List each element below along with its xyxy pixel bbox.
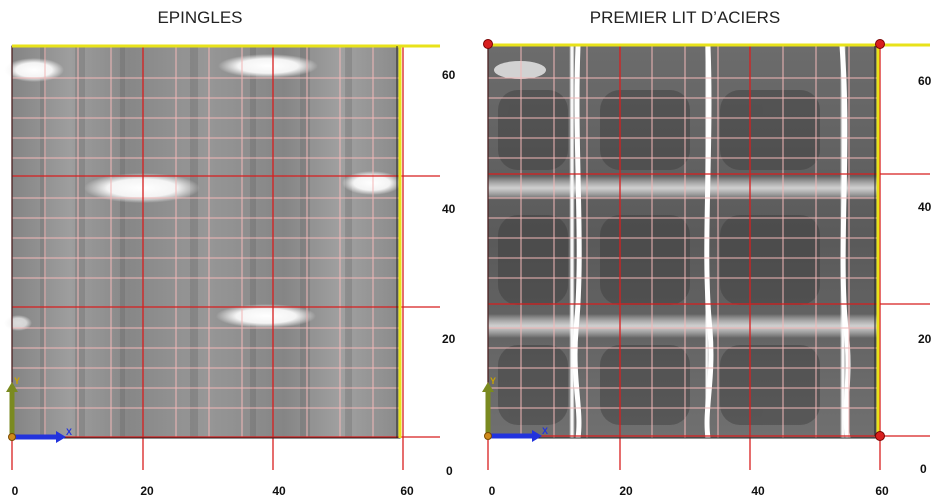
x-tick-label: 20 <box>140 484 154 498</box>
axis-label-x: X <box>66 427 72 437</box>
axis-gizmo: Y X <box>6 376 72 443</box>
y-tick-label: 40 <box>918 200 932 214</box>
x-tick-label: 40 <box>751 484 765 498</box>
panel-title: PREMIER LIT D’ACIERS <box>589 8 781 27</box>
x-tick-label: 20 <box>619 484 633 498</box>
x-tick-label: 0 <box>11 484 19 498</box>
y-tick-label: 20 <box>918 332 932 346</box>
panel-title: EPINGLES <box>157 8 243 27</box>
x-tick-label: 60 <box>400 484 414 498</box>
axis-label-y: Y <box>490 376 496 386</box>
y-tick-label: 0 <box>920 462 927 476</box>
x-tick-label: 60 <box>875 484 889 498</box>
axis-label-x: X <box>542 426 548 436</box>
y-tick-label: 40 <box>442 202 456 216</box>
y-tick-label: 0 <box>446 464 453 478</box>
y-tick-label: 20 <box>442 332 456 346</box>
radar-scan-image: Y X <box>4 44 440 470</box>
y-tick-label: 60 <box>918 74 932 88</box>
y-tick-label: 60 <box>442 68 456 82</box>
radar-scan-image: Y X <box>482 39 930 470</box>
axis-label-y: Y <box>14 376 20 386</box>
axis-gizmo: Y X <box>482 376 548 442</box>
x-tick-label: 0 <box>488 484 496 498</box>
x-tick-label: 40 <box>272 484 286 498</box>
